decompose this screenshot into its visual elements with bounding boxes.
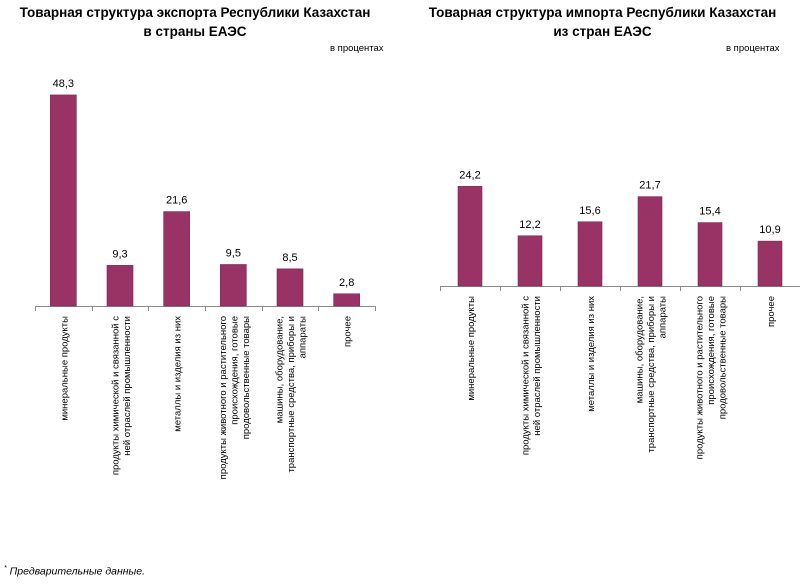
import-data-label: 10,9 xyxy=(759,224,780,236)
import-data-label: 15,4 xyxy=(699,206,720,218)
export-bar xyxy=(50,94,77,307)
import-chart-title: Товарная структура импорта Республики Ка… xyxy=(405,3,800,41)
export-title-line-2: в страны ЕАЭС xyxy=(143,24,247,39)
export-data-label: 8,5 xyxy=(282,252,297,264)
import-bar xyxy=(457,186,483,287)
footnote-text: Предварительные данные. xyxy=(6,565,146,578)
export-data-label: 21,6 xyxy=(166,195,187,207)
export-title-line-1: Товарная структура экспорта Республики К… xyxy=(19,5,371,20)
export-bar xyxy=(276,268,304,307)
import-category-label: металлы и изделия из них xyxy=(586,296,597,412)
export-category-label: продукты животного и растительногопроисх… xyxy=(218,316,252,479)
import-category-label: прочее xyxy=(766,296,777,327)
import-category-label: машины, оборудование,транспортные средст… xyxy=(635,296,669,453)
export-data-label: 9,5 xyxy=(226,247,241,259)
import-unit-label: в процентах xyxy=(726,43,780,54)
import-data-label: 15,6 xyxy=(579,205,600,217)
import-bar xyxy=(517,235,543,287)
export-category-label: металлы и изделия из них xyxy=(173,316,184,432)
export-bar xyxy=(333,293,360,307)
export-category-label: продукты химической и связанной сней отр… xyxy=(110,316,133,475)
import-bar xyxy=(697,222,723,287)
import-title-line-1: Товарная структура импорта Республики Ка… xyxy=(428,5,777,20)
export-data-label: 9,3 xyxy=(112,248,127,260)
import-category-label: продукты химической и связанной сней отр… xyxy=(520,296,543,455)
import-data-label: 21,7 xyxy=(639,180,660,192)
footnote-mark: * xyxy=(4,565,7,572)
footnote: * Предварительные данные. xyxy=(4,565,145,578)
export-category-label: прочее xyxy=(343,316,354,347)
export-bar xyxy=(220,264,247,307)
import-category-label: минеральные продукты xyxy=(466,296,477,401)
import-data-label: 24,2 xyxy=(459,169,480,181)
export-bar xyxy=(106,265,134,307)
export-bar xyxy=(163,211,190,307)
export-unit-label: в процентах xyxy=(330,43,384,54)
import-bar xyxy=(637,196,663,287)
import-bar xyxy=(757,240,783,287)
export-category-label: машины, оборудование,транспортные средст… xyxy=(275,316,309,473)
export-data-label: 2,8 xyxy=(339,277,354,289)
import-category-label: продукты животного и растительногопроисх… xyxy=(695,296,729,459)
import-bar-chart: 24,2 минеральные продукты 12,2 продукты хим… xyxy=(440,169,800,459)
import-bar xyxy=(577,221,603,287)
export-bar-chart: 48,3 минеральные продукты 9,3 продукты хими… xyxy=(35,78,376,479)
export-data-label: 48,3 xyxy=(53,78,74,90)
export-chart-title: Товарная структура экспорта Республики К… xyxy=(0,3,390,41)
import-title-line-2: из стран ЕАЭС xyxy=(553,24,652,39)
export-category-label: минеральные продукты xyxy=(59,316,70,421)
import-data-label: 12,2 xyxy=(519,219,540,231)
